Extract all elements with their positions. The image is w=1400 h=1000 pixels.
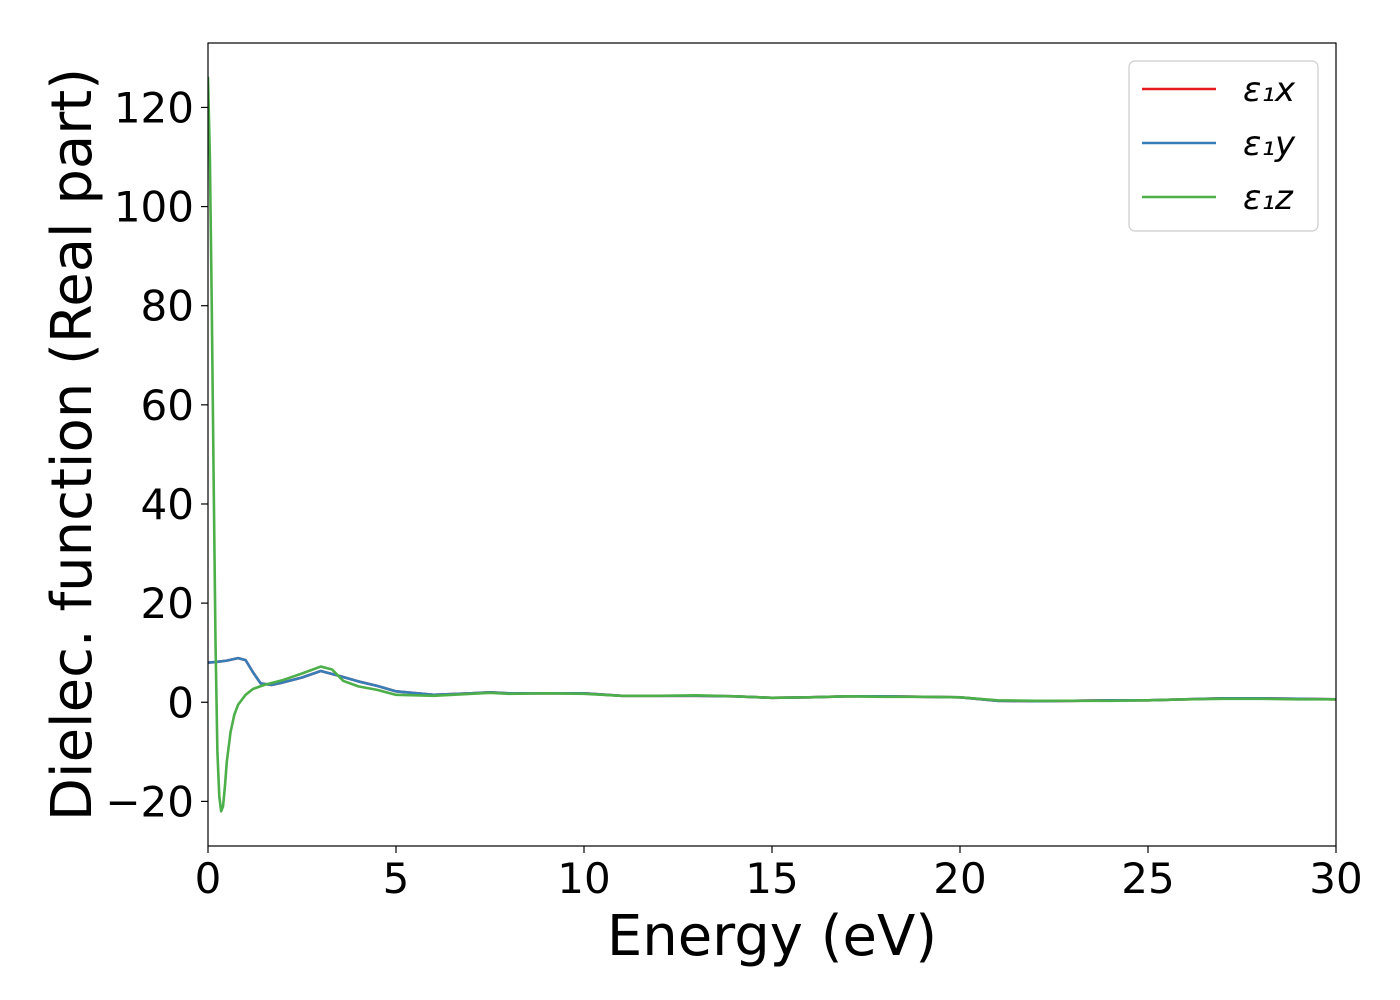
y-axis: −20 0 20 40 60 80 100 120 [105, 83, 208, 826]
y-tick-label: −20 [105, 777, 194, 826]
x-tick-label: 25 [1121, 854, 1174, 903]
x-axis-title: Energy (eV) [607, 904, 937, 969]
y-tick-label: 100 [114, 183, 194, 232]
legend-box [1128, 60, 1319, 232]
legend-label: ε₁x [1243, 70, 1296, 110]
x-axis: 0 5 10 15 20 25 30 [195, 846, 1363, 903]
y-tick-label: 40 [141, 480, 194, 529]
y-axis-title: Dielec. function (Real part) [40, 68, 105, 821]
y-tick-label: 80 [141, 282, 194, 331]
x-tick-label: 30 [1309, 854, 1362, 903]
series-line-3 [208, 76, 1336, 813]
legend-label: ε₁y [1243, 124, 1296, 164]
y-tick-label: 60 [141, 381, 194, 430]
legend-label: ε₁z [1243, 178, 1294, 218]
x-tick-label: 10 [557, 854, 610, 903]
x-tick-label: 0 [195, 854, 222, 903]
x-tick-label: 15 [745, 854, 798, 903]
y-tick-label: 0 [167, 678, 194, 727]
x-tick-label: 5 [383, 854, 410, 903]
x-tick-label: 20 [933, 854, 986, 903]
legend: ε₁x ε₁y ε₁z [1128, 60, 1319, 232]
y-tick-label: 120 [114, 83, 194, 132]
series-layer [208, 76, 1336, 813]
y-tick-label: 20 [141, 579, 194, 628]
